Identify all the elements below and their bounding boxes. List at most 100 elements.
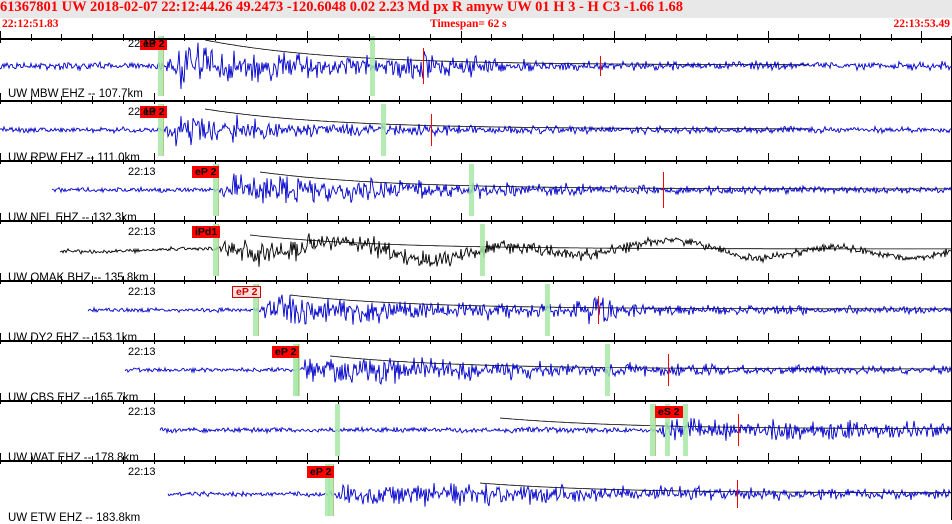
- axis-tick: [829, 156, 830, 164]
- axis-tick: [553, 216, 554, 224]
- trace-panel[interactable]: eP 2 22:13: [0, 344, 952, 396]
- axis-tick: [645, 34, 646, 41]
- axis-tick: [860, 156, 861, 164]
- axis-tick: [706, 216, 707, 224]
- axis-tick: [430, 396, 431, 404]
- phase-pick-label[interactable]: eS 2: [655, 406, 683, 418]
- axis-tick: [645, 216, 646, 224]
- axis-tick: [215, 216, 216, 224]
- axis-tick: [553, 96, 554, 104]
- trace-panel[interactable]: eP 2 22:13: [0, 284, 952, 336]
- axis-tick: [338, 396, 339, 404]
- axis-tick: [123, 34, 124, 41]
- axis-tick: [338, 156, 339, 164]
- axis-tick: [921, 93, 922, 107]
- axis-tick: [522, 216, 523, 224]
- phase-pick-label[interactable]: eP 2: [307, 466, 335, 478]
- axis-tick: [798, 336, 799, 344]
- axis-tick: [92, 156, 93, 164]
- axis-tick: [461, 273, 462, 287]
- time-axis: [0, 340, 952, 342]
- waveform-trace: [159, 417, 952, 441]
- phase-pick-label[interactable]: eP 2: [272, 346, 300, 358]
- axis-tick: [768, 31, 769, 43]
- phase-pick-label[interactable]: iPd1: [192, 226, 221, 238]
- trace-panel[interactable]: eS 2 22:13: [0, 404, 952, 456]
- time-info-line: 22:12:51.83 Timespan= 62 s 22:13:53.49: [0, 18, 952, 32]
- axis-tick: [246, 396, 247, 404]
- waveform-trace: [124, 355, 952, 386]
- waveform-trace: [59, 233, 952, 267]
- axis-tick: [92, 96, 93, 104]
- phase-pick-label[interactable]: eP 2: [232, 286, 262, 298]
- axis-tick: [92, 336, 93, 344]
- axis-tick: [399, 34, 400, 41]
- axis-tick: [31, 156, 32, 164]
- axis-tick: [491, 276, 492, 284]
- axis-tick: [553, 336, 554, 344]
- station-label: UW NEL EHZ -- 132.3km: [8, 212, 137, 224]
- axis-tick: [583, 276, 584, 284]
- axis-tick: [430, 96, 431, 104]
- axis-tick: [491, 216, 492, 224]
- trace-panel[interactable]: eP 2 22:13: [0, 36, 952, 96]
- axis-tick: [31, 34, 32, 41]
- time-axis: [0, 38, 952, 40]
- axis-tick: [31, 456, 32, 464]
- axis-tick: [676, 396, 677, 404]
- axis-tick: [768, 213, 769, 227]
- trace-panel[interactable]: eP 2 22:13: [0, 164, 952, 216]
- waveform-trace: [167, 482, 952, 507]
- axis-tick: [430, 34, 431, 41]
- axis-tick: [92, 34, 93, 41]
- timespan-label: Timespan= 62 s: [430, 18, 507, 30]
- axis-tick: [522, 34, 523, 41]
- axis-tick: [307, 213, 308, 227]
- phase-pick-label[interactable]: eP 2: [192, 166, 220, 178]
- axis-tick: [246, 34, 247, 41]
- axis-tick: [276, 456, 277, 464]
- station-label: UW CBS EHZ -- 165.7km: [8, 392, 139, 404]
- axis-tick: [461, 393, 462, 407]
- axis-tick: [215, 34, 216, 41]
- axis-tick: [768, 453, 769, 467]
- axis-tick: [369, 96, 370, 104]
- axis-tick: [645, 96, 646, 104]
- axis-tick: [583, 156, 584, 164]
- trace-panel[interactable]: eP 2 22:13: [0, 464, 952, 516]
- axis-tick: [215, 96, 216, 104]
- time-axis: [0, 460, 952, 462]
- axis-tick: [798, 156, 799, 164]
- phase-pick-label[interactable]: eP 2: [140, 106, 168, 118]
- pick-highlight-band: [370, 36, 375, 96]
- axis-tick: [706, 396, 707, 404]
- axis-tick: [215, 456, 216, 464]
- axis-tick: [829, 336, 830, 344]
- axis-tick: [491, 96, 492, 104]
- waveform-trace: [87, 294, 952, 325]
- trace-panel[interactable]: iPd1 22:13: [0, 224, 952, 276]
- axis-tick: [522, 396, 523, 404]
- axis-tick: [553, 276, 554, 284]
- axis-tick: [891, 96, 892, 104]
- event-info-line: 61367801 UW 2018-02-07 22:12:44.26 49.24…: [0, 0, 683, 15]
- axis-tick: [553, 156, 554, 164]
- axis-tick: [768, 393, 769, 407]
- axis-tick: [184, 156, 185, 164]
- amplitude-marker: [663, 172, 664, 208]
- axis-tick: [154, 93, 155, 107]
- axis-tick: [829, 34, 830, 41]
- axis-tick: [399, 156, 400, 164]
- amplitude-marker: [668, 354, 669, 386]
- axis-tick: [369, 456, 370, 464]
- phase-pick-label[interactable]: eP 2: [140, 38, 168, 50]
- axis-tick: [737, 156, 738, 164]
- axis-tick: [614, 453, 615, 467]
- axis-tick: [891, 276, 892, 284]
- axis-tick: [92, 216, 93, 224]
- trace-panel[interactable]: eP 2 22:13: [0, 104, 952, 156]
- axis-tick: [61, 216, 62, 224]
- axis-tick: [921, 273, 922, 287]
- axis-tick: [461, 31, 462, 43]
